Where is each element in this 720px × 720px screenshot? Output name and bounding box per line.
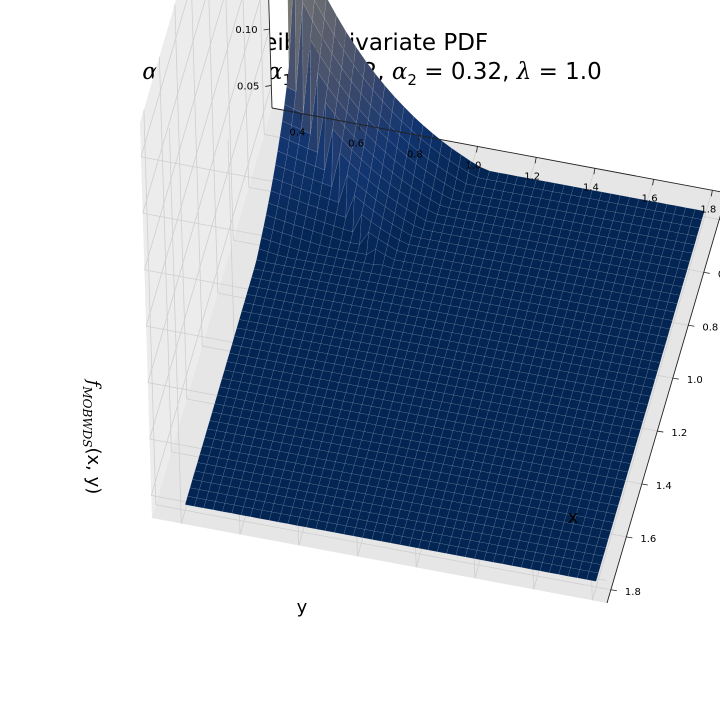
x-tick-mark [610, 589, 617, 592]
surface-mesh [184, 0, 705, 582]
surface-patch [287, 0, 293, 68]
y-tick-label: 0.8 [407, 149, 423, 160]
surface-patch [672, 276, 685, 288]
surface-patch [655, 335, 668, 346]
gridline-left-z [150, 85, 272, 496]
gridline-back-x [168, 128, 182, 524]
surface-patch [593, 545, 607, 557]
x-tick-mark [703, 271, 710, 274]
gridline-floor-x [591, 190, 713, 601]
z-tick-label: 0.05 [237, 81, 259, 92]
y-tick-label: 1.6 [642, 193, 658, 204]
gridline-left-z [145, 0, 243, 327]
y-tick-label: 1.8 [700, 204, 716, 215]
surface-patch [625, 436, 639, 447]
x-tick-label: 1.8 [625, 587, 641, 598]
z-axis-line [268, 0, 273, 109]
z-tick-mark [263, 28, 270, 31]
z-axis-label: fMOBWDS(x, y) [80, 378, 104, 495]
surface-patch [596, 537, 609, 548]
gridline-left-y [158, 56, 172, 452]
surface-patch [611, 486, 624, 498]
y-tick-mark [417, 135, 420, 142]
tick-labels: 0.40.60.81.01.21.41.61.80.40.60.81.01.21… [235, 25, 720, 598]
x-axis-label: x [568, 507, 579, 528]
gridline-left-y [143, 109, 157, 505]
y-axis-line [271, 107, 720, 193]
gridline-left-z [142, 0, 206, 214]
gridline-left-y [259, 0, 265, 135]
surface-patch [643, 377, 656, 389]
y-tick-label: 0.6 [348, 138, 364, 149]
x-tick-label: 1.0 [687, 375, 703, 386]
z-tick-mark [265, 85, 272, 87]
gridline-left-y [242, 0, 250, 188]
chart-title: Weibull Bivariate PDF [242, 30, 488, 56]
x-axis-line [606, 215, 720, 604]
surface-patch [640, 385, 653, 397]
gridline-left-z [149, 28, 270, 440]
y-tick-mark [710, 190, 713, 197]
surface-patch [692, 209, 705, 220]
surface-patch [657, 326, 671, 338]
x-tick-label: 0.6 [718, 269, 720, 280]
surface-patch [601, 520, 614, 532]
gridline-left-z [144, 0, 224, 270]
x-tick-label: 0.8 [702, 322, 718, 333]
y-tick-label: 1.2 [524, 171, 540, 182]
x-tick-mark [657, 430, 664, 433]
gridline-left-y [225, 0, 234, 241]
surface-patch [603, 512, 616, 523]
axis-lines [268, 0, 720, 604]
surface-patch [586, 570, 599, 582]
y-axis-label: y [297, 597, 308, 618]
gridline-left-z [140, 0, 188, 157]
x-tick-mark [672, 377, 679, 380]
y-tick-mark [593, 168, 596, 175]
surface-patch [687, 225, 700, 237]
y-tick-mark [652, 179, 655, 186]
y-tick-mark [534, 157, 537, 164]
surface-patch [591, 554, 604, 565]
x-tick-mark [626, 536, 633, 539]
x-tick-mark [641, 483, 648, 486]
x-tick-label: 1.2 [671, 428, 687, 439]
z-tick-label: 0.10 [235, 25, 257, 36]
y-tick-mark [476, 146, 478, 153]
y-tick-label: 1.4 [583, 182, 599, 193]
left-pane [140, 0, 272, 518]
x-tick-mark [688, 324, 695, 327]
surface-patch [670, 284, 683, 296]
x-tick-label: 1.4 [656, 481, 672, 492]
gridline-left-z [147, 0, 261, 383]
y-tick-label: 1.0 [466, 160, 482, 171]
gridline-floor-y [155, 504, 611, 591]
y-tick-mark [299, 113, 302, 120]
y-tick-mark [358, 124, 361, 131]
surface-patch [680, 251, 693, 262]
x-tick-label: 1.6 [640, 534, 656, 545]
y-tick-label: 0.4 [289, 127, 305, 138]
surface-patch [588, 562, 602, 574]
